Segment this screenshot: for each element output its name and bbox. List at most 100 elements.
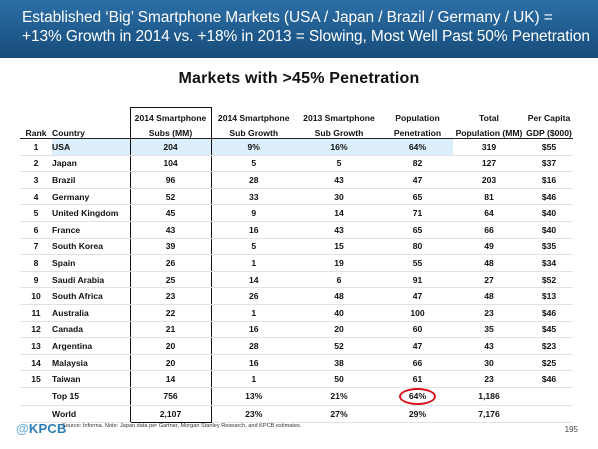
- cell-gdp: $46: [525, 370, 573, 388]
- cell-country: Saudi Arabia: [52, 271, 130, 289]
- cell-rank: 11: [20, 304, 52, 322]
- cell-pen: 65: [382, 188, 453, 206]
- cell-g14: 1: [211, 370, 296, 388]
- cell-gdp: $46: [525, 188, 573, 206]
- cell-rank: [20, 405, 52, 423]
- summary-row-top15: Top 15 756 13% 21% 64% 1,186: [20, 386, 573, 406]
- cell-g14: 1: [211, 254, 296, 272]
- cell-gdp: $45: [525, 321, 573, 339]
- markets-table: 2014 Smartphone 2014 Smartphone 2013 Sma…: [20, 107, 573, 423]
- cell-pop: 203: [453, 171, 525, 189]
- col-subs-h2: Subs (MM): [129, 122, 212, 139]
- table-row: 12 Canada 21 16 20 60 35 $45: [20, 321, 573, 339]
- cell-gdp: $46: [525, 304, 573, 322]
- cell-g13: 43: [296, 221, 382, 239]
- cell-g14: 13%: [211, 386, 296, 406]
- header-row-1: 2014 Smartphone 2014 Smartphone 2013 Sma…: [20, 107, 573, 123]
- cell-pop: 23: [453, 370, 525, 388]
- cell-rank: 12: [20, 321, 52, 339]
- cell-g13: 19: [296, 254, 382, 272]
- cell-pen: 55: [382, 254, 453, 272]
- cell-country: Canada: [52, 321, 130, 339]
- cell-pop: 35: [453, 321, 525, 339]
- table-row: 10 South Africa 23 26 48 47 48 $13: [20, 287, 573, 305]
- cell-country: Spain: [52, 254, 130, 272]
- cell-gdp: $35: [525, 238, 573, 256]
- cell-g13: 14: [296, 204, 382, 222]
- col-country-h2: Country: [52, 122, 130, 139]
- col-rank-h2: Rank: [20, 122, 52, 139]
- cell-g13: 21%: [296, 386, 382, 406]
- cell-gdp: $23: [525, 337, 573, 355]
- cell-subs: 21: [129, 321, 212, 339]
- cell-subs: 104: [129, 155, 212, 173]
- col-pop-h2: Population (MM): [453, 122, 525, 139]
- cell-rank: 9: [20, 271, 52, 289]
- header-row-2: Rank Country Subs (MM) Sub Growth Sub Gr…: [20, 122, 573, 139]
- cell-pen: 66: [382, 354, 453, 372]
- cell-country: Germany: [52, 188, 130, 206]
- cell-gdp: $52: [525, 271, 573, 289]
- col-g14-h2: Sub Growth: [211, 122, 296, 139]
- cell-rank: [20, 386, 52, 406]
- table-row: 2 Japan 104 5 5 82 127 $37: [20, 155, 573, 173]
- cell-gdp: $40: [525, 204, 573, 222]
- cell-pen: 29%: [382, 405, 453, 423]
- cell-subs: 204: [129, 138, 212, 156]
- cell-g14: 5: [211, 238, 296, 256]
- cell-subs: 96: [129, 171, 212, 189]
- cell-pen: 80: [382, 238, 453, 256]
- cell-gdp: $25: [525, 354, 573, 372]
- table-row: 4 Germany 52 33 30 65 81 $46: [20, 188, 573, 206]
- cell-subs: 756: [129, 386, 212, 406]
- cell-pen: 100: [382, 304, 453, 322]
- cell-g14: 9%: [211, 138, 296, 156]
- cell-g14: 23%: [211, 405, 296, 423]
- cell-country: USA: [52, 138, 130, 156]
- col-pop-h1: Total: [479, 112, 499, 123]
- table-row: 7 South Korea 39 5 15 80 49 $35: [20, 238, 573, 256]
- header-line-1: Established ‘Big’ Smartphone Markets (US…: [22, 9, 553, 26]
- cell-country: South Korea: [52, 238, 130, 256]
- cell-g13: 6: [296, 271, 382, 289]
- cell-pen: 47: [382, 287, 453, 305]
- cell-subs: 2,107: [129, 405, 212, 423]
- cell-gdp: $16: [525, 171, 573, 189]
- col-pen-h2: Penetration: [382, 122, 453, 139]
- cell-g14: 16: [211, 221, 296, 239]
- cell-gdp: $34: [525, 254, 573, 272]
- col-subs-h1: 2014 Smartphone: [129, 107, 212, 123]
- cell-g13: 20: [296, 321, 382, 339]
- cell-gdp: $13: [525, 287, 573, 305]
- table-row: 1 USA 204 9% 16% 64% 319 $55: [20, 138, 573, 156]
- cell-rank: 4: [20, 188, 52, 206]
- cell-country: Brazil: [52, 171, 130, 189]
- cell-subs: 22: [129, 304, 212, 322]
- cell-g14: 5: [211, 155, 296, 173]
- cell-pen: 91: [382, 271, 453, 289]
- cell-pen: 71: [382, 204, 453, 222]
- cell-gdp: $55: [525, 138, 573, 156]
- table-row: 13 Argentina 20 28 52 47 43 $23: [20, 337, 573, 355]
- cell-pop: 64: [453, 204, 525, 222]
- col-gdp-h2: GDP ($000): [525, 122, 573, 139]
- cell-gdp: $40: [525, 221, 573, 239]
- cell-subs: 20: [129, 354, 212, 372]
- cell-rank: 6: [20, 221, 52, 239]
- cell-pop: 30: [453, 354, 525, 372]
- cell-g13: 27%: [296, 405, 382, 423]
- cell-country: Japan: [52, 155, 130, 173]
- table-row: 6 France 43 16 43 65 66 $40: [20, 221, 573, 239]
- slide-header: Established ‘Big’ Smartphone Markets (US…: [0, 0, 598, 58]
- cell-pop: 48: [453, 287, 525, 305]
- col-pen-h1: Population: [395, 112, 440, 123]
- cell-g14: 1: [211, 304, 296, 322]
- cell-g14: 16: [211, 354, 296, 372]
- cell-g14: 26: [211, 287, 296, 305]
- col-g14-h1: 2014 Smartphone: [217, 112, 290, 123]
- table-row: 5 United Kingdom 45 9 14 71 64 $40: [20, 204, 573, 222]
- cell-rank: 10: [20, 287, 52, 305]
- cell-pop: 319: [453, 138, 525, 156]
- cell-summary-label: Top 15: [52, 386, 130, 406]
- table-row: 15 Taiwan 14 1 50 61 23 $46: [20, 370, 573, 388]
